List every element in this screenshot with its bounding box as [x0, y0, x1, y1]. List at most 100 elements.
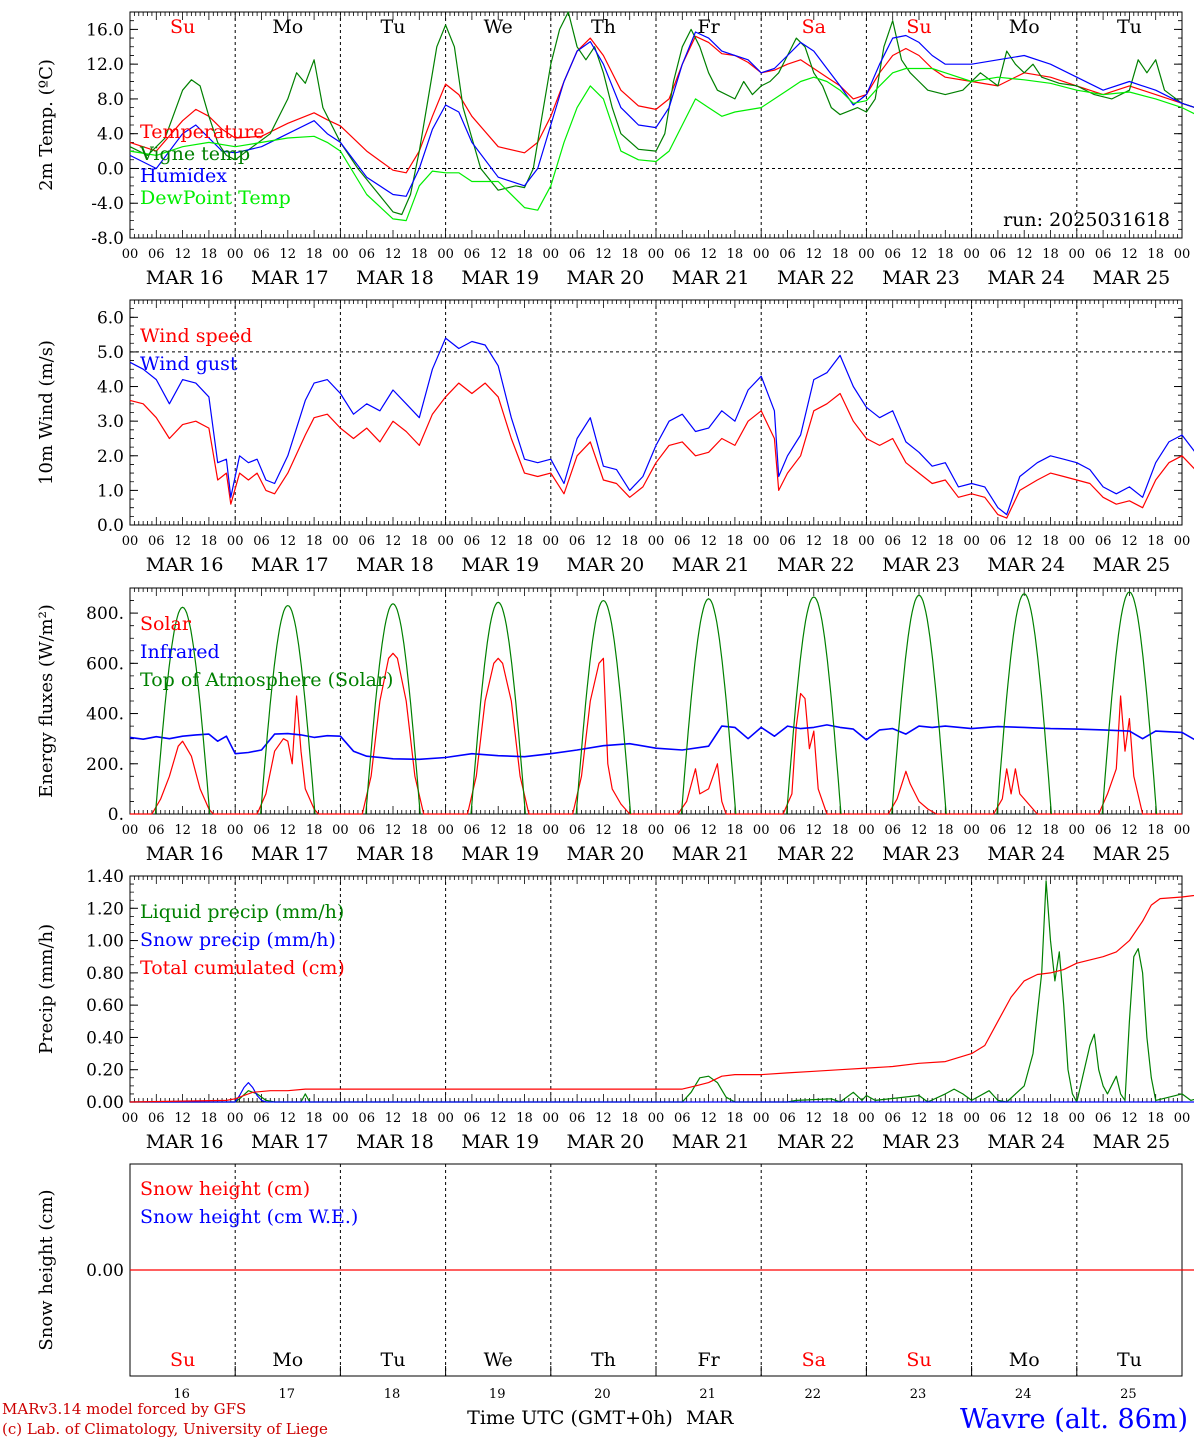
x-date-label: MAR 16	[146, 1131, 224, 1153]
day-label-bottom: Sa	[802, 1349, 826, 1371]
series-line-0	[130, 652, 1182, 815]
run-annotation: run: 2025031618	[1003, 209, 1170, 231]
x-axis-month: MAR	[686, 1407, 734, 1429]
series-line-1	[129, 724, 1194, 761]
x-hour-label: 18	[832, 1111, 849, 1126]
legend-entry: Infrared	[140, 641, 220, 663]
x-hour-label: 12	[174, 1111, 191, 1126]
panel-4	[129, 875, 1194, 1103]
x-date-label: MAR 19	[461, 1131, 539, 1153]
x-date-label: MAR 19	[461, 267, 539, 289]
day-number: 24	[1015, 1387, 1032, 1402]
x-hour-label: 06	[884, 534, 901, 549]
day-label-top: Tu	[1117, 16, 1142, 38]
x-hour-label: 00	[1174, 1111, 1191, 1126]
x-hour-label: 12	[595, 1111, 612, 1126]
x-hour-label: 18	[411, 534, 428, 549]
x-hour-label: 06	[569, 1111, 586, 1126]
x-hour-label: 18	[621, 247, 638, 262]
x-hour-label: 00	[963, 823, 980, 838]
x-hour-label: 00	[648, 1111, 665, 1126]
x-hour-label: 06	[569, 247, 586, 262]
x-hour-label: 06	[990, 823, 1007, 838]
y-tick-label: 0.80	[86, 964, 124, 984]
x-hour-label: 18	[1147, 1111, 1164, 1126]
x-date-label: MAR 22	[777, 554, 855, 576]
x-date-label: MAR 25	[1093, 843, 1171, 865]
x-hour-label: 18	[937, 1111, 954, 1126]
legend-entry: Wind gust	[140, 353, 238, 375]
x-hour-label: 06	[569, 823, 586, 838]
y-minor-ticks	[130, 299, 1182, 526]
day-number: 18	[384, 1387, 401, 1402]
x-hour-label: 00	[1069, 534, 1086, 549]
x-hour-label: 12	[174, 823, 191, 838]
day-label-bottom: Su	[170, 1349, 195, 1371]
x-hour-label: 18	[1147, 247, 1164, 262]
x-hour-label: 18	[621, 1111, 638, 1126]
y-tick-label: 0.0	[97, 516, 124, 536]
x-hour-label: 06	[1095, 1111, 1112, 1126]
y-tick-label: 5.0	[97, 343, 124, 363]
series-line-1	[129, 337, 1194, 516]
x-hour-label: 06	[990, 534, 1007, 549]
x-hour-label: 12	[806, 823, 823, 838]
x-hour-label: 00	[543, 1111, 560, 1126]
x-date-label: MAR 18	[356, 843, 434, 865]
x-hour-label: 06	[464, 823, 481, 838]
day-label-bottom: Th	[591, 1349, 616, 1371]
x-hour-label: 18	[727, 1111, 744, 1126]
x-hour-label: 18	[1147, 534, 1164, 549]
x-hour-label: 06	[990, 247, 1007, 262]
series-line-2	[129, 894, 1194, 1103]
x-hour-label: 00	[753, 1111, 770, 1126]
y-axis-label: 10m Wind (m/s)	[36, 340, 57, 485]
x-hour-label: 06	[253, 247, 270, 262]
x-hour-label: 18	[516, 1111, 533, 1126]
y-tick-label: 0.00	[86, 1093, 124, 1113]
x-date-label: MAR 19	[461, 554, 539, 576]
x-hour-label: 12	[595, 823, 612, 838]
x-hour-label: 06	[148, 534, 165, 549]
series-line-toa	[575, 599, 632, 815]
x-date-label: MAR 17	[251, 1131, 329, 1153]
series-line-0	[129, 382, 1194, 519]
x-hour-label: 12	[280, 823, 297, 838]
x-hour-label: 18	[201, 823, 218, 838]
x-hour-label: 00	[332, 247, 349, 262]
plot-frame	[129, 299, 1183, 526]
legend-entry: DewPoint Temp	[140, 187, 291, 209]
x-hour-label: 12	[1121, 534, 1138, 549]
x-hour-label: 06	[674, 1111, 691, 1126]
day-label-bottom: Fr	[697, 1349, 720, 1371]
x-hour-label: 00	[1069, 247, 1086, 262]
x-date-label: MAR 24	[987, 843, 1065, 865]
y-tick-label: 0.40	[86, 1028, 124, 1048]
x-hour-label: 18	[1042, 823, 1059, 838]
x-hour-label: 12	[1016, 1111, 1033, 1126]
legend-entry: Wind speed	[140, 325, 252, 347]
x-hour-label: 00	[753, 247, 770, 262]
day-number: 16	[173, 1387, 190, 1402]
x-hour-label: 12	[280, 1111, 297, 1126]
day-label-top: Mo	[272, 16, 303, 38]
day-number: 17	[279, 1387, 296, 1402]
day-number: 20	[594, 1387, 611, 1402]
x-date-label: MAR 18	[356, 1131, 434, 1153]
x-hour-label: 12	[174, 247, 191, 262]
legend-entry: Snow height (cm)	[140, 1178, 310, 1200]
y-tick-label: 0.00	[86, 1261, 124, 1281]
x-hour-label: 00	[648, 247, 665, 262]
x-hour-label: 18	[411, 823, 428, 838]
y-tick-label: 200.	[86, 755, 124, 775]
y-tick-label: 8.0	[97, 90, 124, 110]
x-tick-marks	[129, 1366, 1183, 1376]
y-tick-label: 4.0	[97, 125, 124, 145]
x-date-label: MAR 18	[356, 267, 434, 289]
series-line-1	[129, 11, 1194, 216]
x-hour-label: 18	[832, 247, 849, 262]
day-label-bottom: Su	[906, 1349, 931, 1371]
x-date-label: MAR 25	[1093, 1131, 1171, 1153]
x-hour-label: 12	[911, 823, 928, 838]
x-hour-label: 12	[490, 247, 507, 262]
